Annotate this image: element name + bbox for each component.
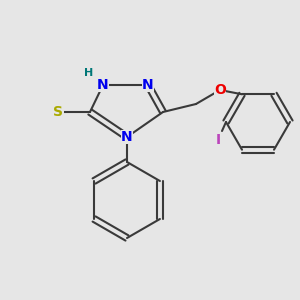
Text: N: N (97, 78, 109, 92)
FancyBboxPatch shape (142, 78, 154, 92)
Text: H: H (84, 68, 94, 78)
FancyBboxPatch shape (121, 130, 133, 144)
Text: N: N (142, 78, 154, 92)
Text: I: I (215, 133, 220, 147)
Text: O: O (214, 83, 226, 97)
FancyBboxPatch shape (214, 83, 226, 97)
FancyBboxPatch shape (52, 105, 64, 119)
Text: N: N (121, 130, 133, 144)
FancyBboxPatch shape (84, 67, 94, 79)
FancyBboxPatch shape (97, 78, 109, 92)
Text: S: S (53, 105, 63, 119)
FancyBboxPatch shape (214, 133, 223, 147)
